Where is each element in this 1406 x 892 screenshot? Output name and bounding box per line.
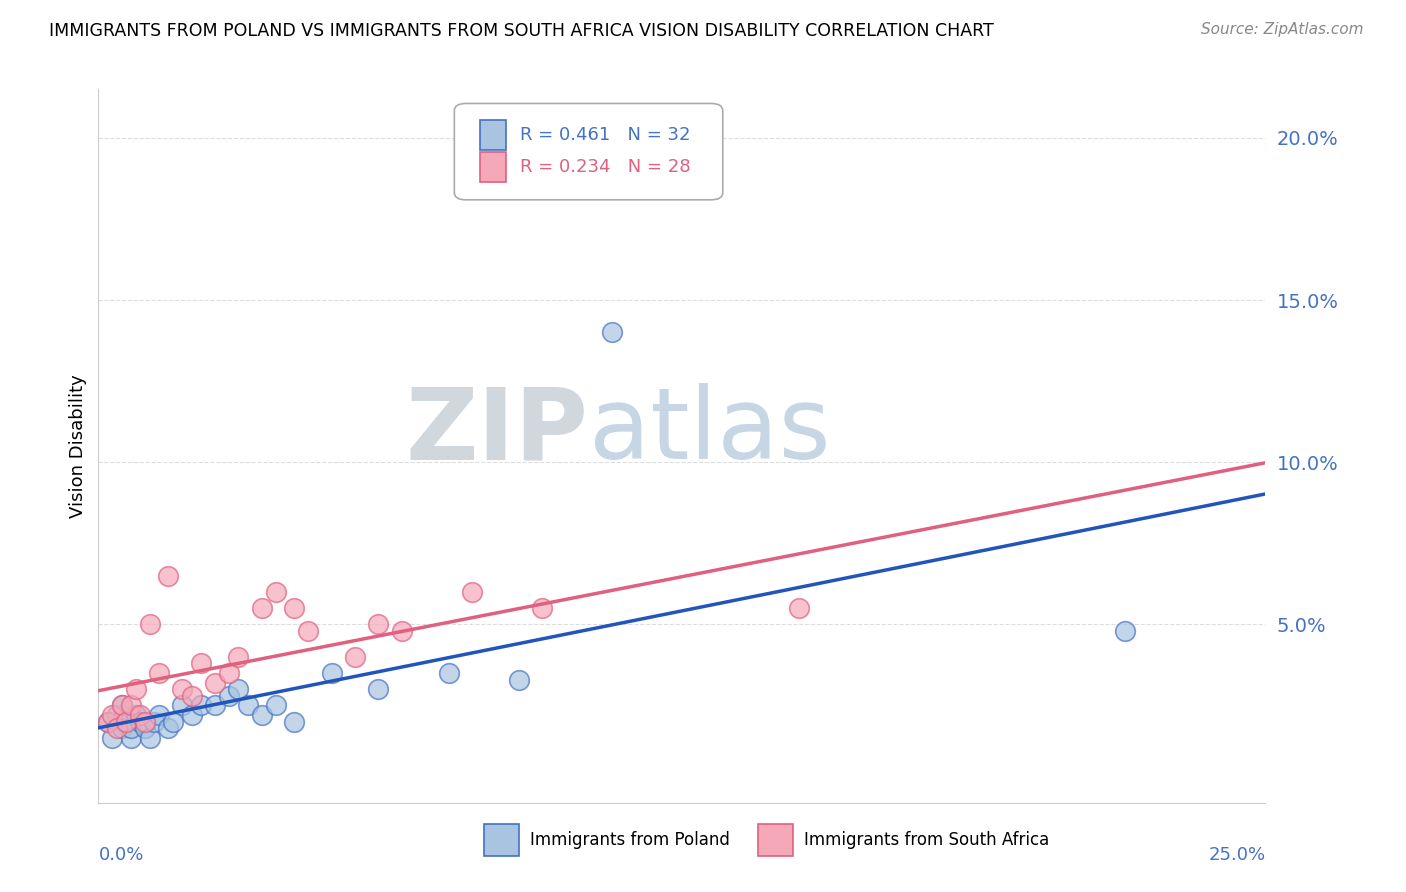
Point bbox=[125, 682, 148, 697]
Y-axis label: Vision Disability: Vision Disability bbox=[69, 374, 87, 518]
Text: atlas: atlas bbox=[589, 384, 830, 480]
Point bbox=[97, 714, 120, 729]
Point bbox=[129, 708, 152, 723]
Point bbox=[120, 731, 142, 745]
Point bbox=[139, 617, 162, 632]
Text: 0.0%: 0.0% bbox=[98, 846, 143, 863]
Point bbox=[264, 698, 287, 713]
Point bbox=[321, 666, 343, 681]
Point bbox=[101, 708, 124, 723]
Point bbox=[157, 721, 180, 735]
Point bbox=[250, 708, 273, 723]
Point bbox=[787, 601, 810, 615]
Point bbox=[172, 698, 194, 713]
Point bbox=[508, 673, 530, 687]
Point bbox=[283, 601, 305, 615]
Point bbox=[105, 721, 128, 735]
Point bbox=[120, 721, 142, 735]
Point bbox=[120, 698, 142, 713]
Point bbox=[134, 714, 156, 729]
Point bbox=[129, 714, 152, 729]
Point bbox=[204, 675, 226, 690]
Point bbox=[218, 666, 240, 681]
Point bbox=[111, 721, 134, 735]
Point bbox=[172, 682, 194, 697]
Point bbox=[228, 682, 250, 697]
Point bbox=[97, 714, 120, 729]
Point bbox=[218, 689, 240, 703]
Point bbox=[143, 714, 166, 729]
FancyBboxPatch shape bbox=[454, 103, 723, 200]
Point bbox=[139, 731, 162, 745]
Text: R = 0.234   N = 28: R = 0.234 N = 28 bbox=[520, 158, 690, 176]
Point bbox=[190, 657, 212, 671]
Bar bbox=[758, 824, 793, 856]
Point bbox=[264, 585, 287, 599]
Point bbox=[600, 326, 623, 340]
Bar bbox=[484, 824, 519, 856]
Bar bbox=[479, 120, 506, 150]
Point bbox=[344, 649, 367, 664]
Point bbox=[111, 698, 134, 713]
Point bbox=[101, 731, 124, 745]
Point bbox=[283, 714, 305, 729]
Point bbox=[530, 601, 553, 615]
Point bbox=[190, 698, 212, 713]
Point bbox=[180, 689, 202, 703]
Point bbox=[115, 714, 138, 729]
Point bbox=[148, 708, 170, 723]
Point bbox=[162, 714, 184, 729]
Point bbox=[391, 624, 413, 638]
Point bbox=[236, 698, 259, 713]
Text: R = 0.461   N = 32: R = 0.461 N = 32 bbox=[520, 126, 690, 144]
Text: Immigrants from South Africa: Immigrants from South Africa bbox=[804, 831, 1050, 849]
Point bbox=[180, 708, 202, 723]
Text: Immigrants from Poland: Immigrants from Poland bbox=[530, 831, 730, 849]
Text: ZIP: ZIP bbox=[406, 384, 589, 480]
Point bbox=[115, 714, 138, 729]
Text: IMMIGRANTS FROM POLAND VS IMMIGRANTS FROM SOUTH AFRICA VISION DISABILITY CORRELA: IMMIGRANTS FROM POLAND VS IMMIGRANTS FRO… bbox=[49, 22, 994, 40]
Point bbox=[157, 568, 180, 582]
Point bbox=[250, 601, 273, 615]
Point bbox=[228, 649, 250, 664]
Point bbox=[297, 624, 319, 638]
Point bbox=[367, 617, 389, 632]
Point bbox=[105, 708, 128, 723]
Bar bbox=[479, 152, 506, 182]
Text: 25.0%: 25.0% bbox=[1208, 846, 1265, 863]
Point bbox=[148, 666, 170, 681]
Point bbox=[204, 698, 226, 713]
Point bbox=[125, 708, 148, 723]
Point bbox=[461, 585, 484, 599]
Point bbox=[1114, 624, 1136, 638]
Point bbox=[134, 721, 156, 735]
Point bbox=[437, 666, 460, 681]
Point bbox=[367, 682, 389, 697]
Point bbox=[111, 698, 134, 713]
Text: Source: ZipAtlas.com: Source: ZipAtlas.com bbox=[1201, 22, 1364, 37]
